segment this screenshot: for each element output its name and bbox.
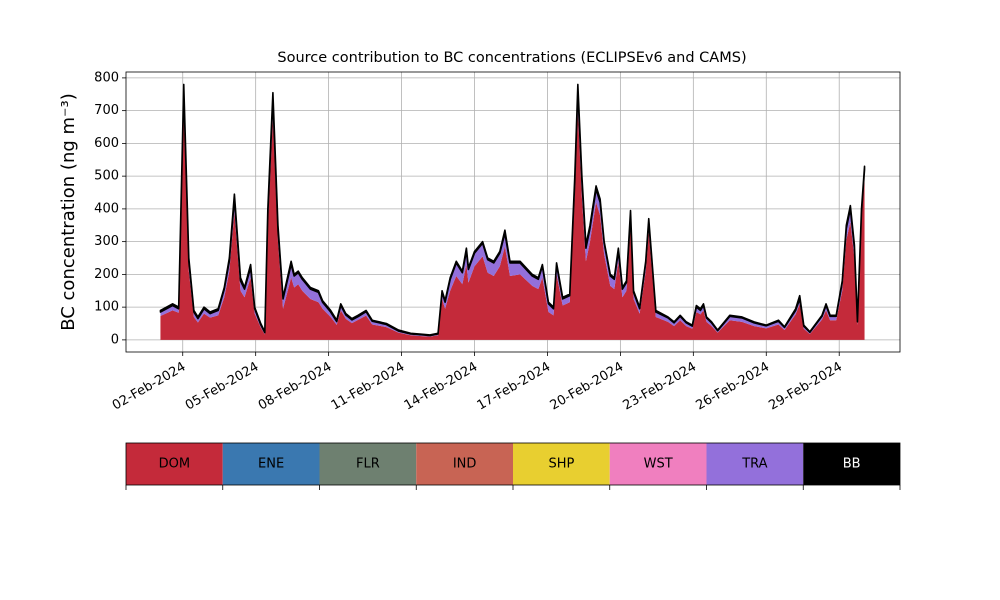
legend-label: SHP [548, 457, 574, 472]
legend-label: TRA [741, 457, 767, 472]
y-axis-label: BC concentration (ng m⁻³) [58, 93, 79, 331]
x-tick-label: 26-Feb-2024 [693, 360, 772, 414]
y-tick-label: 500 [94, 169, 119, 184]
legend-swatch [126, 443, 223, 485]
y-tick-label: 300 [94, 234, 119, 249]
area [160, 110, 865, 340]
legend-label: DOM [159, 457, 190, 472]
legend-swatch [706, 443, 804, 485]
legend-swatch [803, 443, 900, 485]
y-tick-label: 100 [94, 300, 119, 315]
x-tick-label: 20-Feb-2024 [548, 360, 627, 414]
legend-label: ENE [258, 457, 284, 472]
legend-label: BB [843, 457, 861, 472]
legend-swatch [609, 443, 707, 485]
y-tick-label: 200 [94, 267, 119, 282]
plot-frame [125, 71, 901, 353]
y-tick-label: 400 [94, 201, 119, 216]
x-tick-label: 29-Feb-2024 [766, 360, 845, 414]
legend-label: IND [453, 457, 477, 472]
legend-swatch [513, 443, 610, 485]
area [159, 83, 866, 337]
x-tick-label: 02-Feb-2024 [110, 360, 189, 414]
y-tick-label: 0 [111, 332, 119, 347]
legend-label: FLR [356, 457, 380, 472]
x-tick-label: 17-Feb-2024 [475, 360, 554, 414]
x-tick-label: 05-Feb-2024 [183, 360, 262, 414]
y-tick-label: 600 [94, 136, 119, 151]
x-tick-label: 14-Feb-2024 [402, 360, 481, 414]
legend-swatch [319, 443, 417, 485]
x-tick-label: 23-Feb-2024 [621, 360, 700, 414]
chart-title: Source contribution to BC concentrations… [277, 50, 746, 66]
y-tick-label: 700 [94, 103, 119, 118]
legend-swatch [416, 443, 513, 485]
legend-frame [125, 442, 901, 486]
legend-swatch [222, 443, 320, 485]
x-tick-label: 08-Feb-2024 [256, 360, 335, 414]
x-tick-label: 11-Feb-2024 [329, 360, 408, 414]
legend-label: WST [644, 457, 673, 472]
y-tick-label: 800 [94, 70, 119, 85]
